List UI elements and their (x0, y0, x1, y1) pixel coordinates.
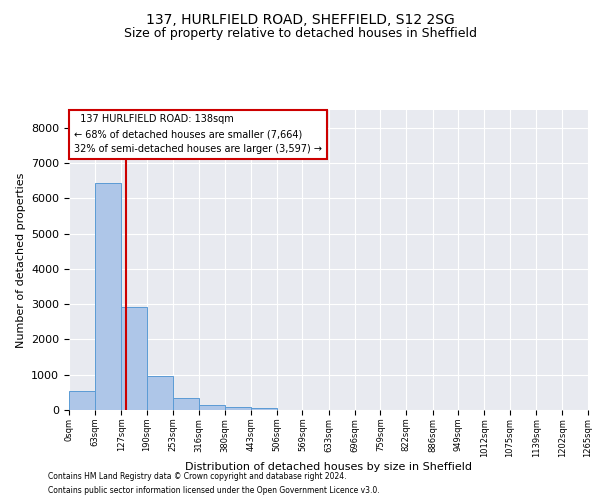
Text: Size of property relative to detached houses in Sheffield: Size of property relative to detached ho… (124, 28, 476, 40)
Bar (69, 392, 95, 410)
Bar (251, 408, 277, 410)
Bar (95, 183, 121, 410)
Y-axis label: Number of detached properties: Number of detached properties (16, 172, 26, 348)
Text: Contains HM Land Registry data © Crown copyright and database right 2024.: Contains HM Land Registry data © Crown c… (48, 472, 347, 481)
Bar (121, 307, 147, 410)
Text: 137, HURLFIELD ROAD, SHEFFIELD, S12 2SG: 137, HURLFIELD ROAD, SHEFFIELD, S12 2SG (146, 12, 454, 26)
Bar (147, 376, 173, 410)
Text: Contains public sector information licensed under the Open Government Licence v3: Contains public sector information licen… (48, 486, 380, 495)
Bar (199, 404, 225, 410)
Text: 137 HURLFIELD ROAD: 138sqm
← 68% of detached houses are smaller (7,664)
32% of s: 137 HURLFIELD ROAD: 138sqm ← 68% of deta… (74, 114, 322, 154)
Bar (225, 406, 251, 410)
Bar (173, 398, 199, 410)
X-axis label: Distribution of detached houses by size in Sheffield: Distribution of detached houses by size … (185, 462, 472, 472)
